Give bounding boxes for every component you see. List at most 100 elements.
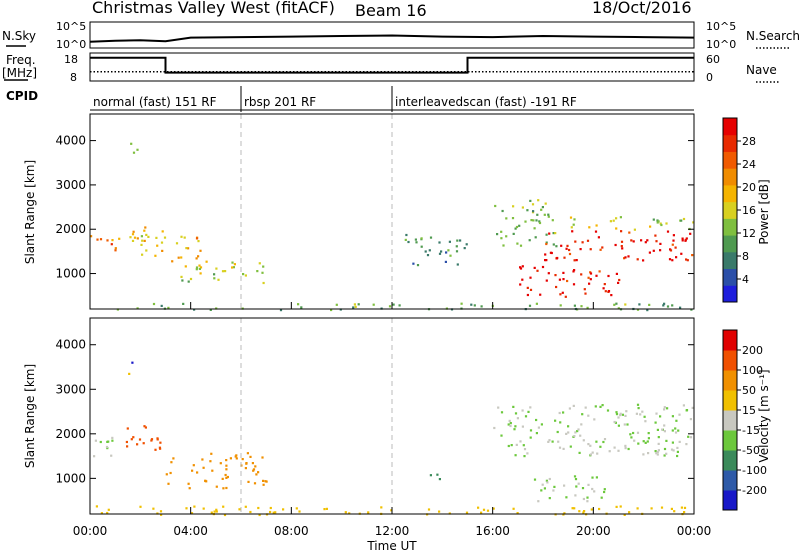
data-cell <box>161 249 164 252</box>
data-cell <box>630 239 633 242</box>
data-cell <box>584 406 587 409</box>
data-cell <box>480 305 483 308</box>
data-cell <box>512 405 515 408</box>
data-cell <box>543 487 546 490</box>
data-cell <box>129 236 132 239</box>
data-cell <box>133 236 137 239</box>
cpid-segment-label: rbsp 201 RF <box>244 95 316 109</box>
colorbar-swatch <box>723 251 737 270</box>
data-cell <box>106 511 109 515</box>
data-cell <box>572 270 575 273</box>
cpid-segment-label: normal (fast) 151 RF <box>93 95 217 109</box>
data-cell <box>172 457 175 460</box>
data-cell <box>647 432 650 435</box>
data-cell <box>145 233 148 236</box>
data-cell <box>131 361 134 364</box>
data-cell <box>548 477 551 481</box>
data-cell <box>163 236 167 239</box>
data-cell <box>625 410 628 413</box>
data-cell <box>624 444 627 447</box>
data-cell <box>455 250 459 253</box>
freq-label-2: [MHz] <box>2 66 37 80</box>
data-cell <box>562 411 565 414</box>
data-cell <box>136 443 139 446</box>
x-tick-label: 08:00 <box>274 524 309 538</box>
data-cell <box>95 505 98 508</box>
data-cell <box>587 276 590 279</box>
data-cell <box>619 414 622 417</box>
data-cell <box>596 452 599 455</box>
colorbar-tick-label: 50 <box>742 384 756 397</box>
data-cell <box>637 442 640 445</box>
data-cell <box>244 505 247 508</box>
data-cell <box>160 304 163 307</box>
data-cell <box>684 239 687 242</box>
data-cell <box>619 216 622 219</box>
data-cell <box>545 259 548 262</box>
data-cell <box>690 308 693 311</box>
data-cell <box>621 413 624 416</box>
data-cell <box>477 506 480 509</box>
data-cell <box>586 496 589 499</box>
data-cell <box>548 439 551 442</box>
data-cell <box>675 256 678 259</box>
data-cell <box>269 510 272 514</box>
data-cell <box>600 496 603 499</box>
data-cell <box>691 406 694 409</box>
freq-tick-top: 18 <box>64 53 78 66</box>
data-cell <box>623 513 626 516</box>
data-cell <box>295 507 298 510</box>
power-ylabel: Slant Range [km] <box>23 160 37 264</box>
data-cell <box>529 406 532 409</box>
data-cell <box>533 227 536 230</box>
data-cell <box>297 303 300 306</box>
data-cell <box>262 483 265 486</box>
data-cell <box>539 293 542 296</box>
data-cell <box>663 454 666 457</box>
data-cell <box>521 206 524 209</box>
data-cell <box>568 248 571 252</box>
data-cell <box>686 259 689 262</box>
data-cell <box>131 239 135 242</box>
data-cell <box>595 274 598 277</box>
colorbar-swatch <box>723 390 737 411</box>
data-cell <box>154 254 157 257</box>
data-cell <box>578 451 581 454</box>
data-cell <box>552 243 555 246</box>
data-cell <box>666 305 670 308</box>
data-cell <box>595 476 598 479</box>
data-cell <box>111 239 114 242</box>
data-cell <box>617 281 620 284</box>
data-cell <box>196 471 199 474</box>
data-cell <box>456 263 459 266</box>
data-cell <box>545 279 548 282</box>
data-cell <box>563 256 566 259</box>
data-cell <box>555 257 558 260</box>
data-cell <box>145 249 148 252</box>
data-cell <box>615 302 618 305</box>
data-cell <box>231 266 234 269</box>
data-cell <box>130 142 133 145</box>
data-cell <box>198 264 201 267</box>
data-cell <box>100 512 103 515</box>
data-cell <box>689 418 692 421</box>
data-cell <box>354 305 357 308</box>
data-cell <box>665 452 668 455</box>
data-cell <box>426 254 430 257</box>
data-cell <box>589 248 592 251</box>
data-cell <box>587 414 590 417</box>
data-cell <box>195 257 198 260</box>
data-cell <box>682 217 686 221</box>
data-cell <box>671 304 674 307</box>
data-cell <box>105 445 109 449</box>
data-cell <box>514 227 517 230</box>
data-cell <box>500 237 503 240</box>
data-cell <box>574 478 578 481</box>
data-cell <box>609 220 612 223</box>
data-cell <box>210 452 213 455</box>
data-cell <box>671 429 674 432</box>
data-cell <box>537 500 540 503</box>
data-cell <box>685 443 688 446</box>
data-cell <box>564 295 567 298</box>
colorbar-swatch <box>723 430 737 451</box>
